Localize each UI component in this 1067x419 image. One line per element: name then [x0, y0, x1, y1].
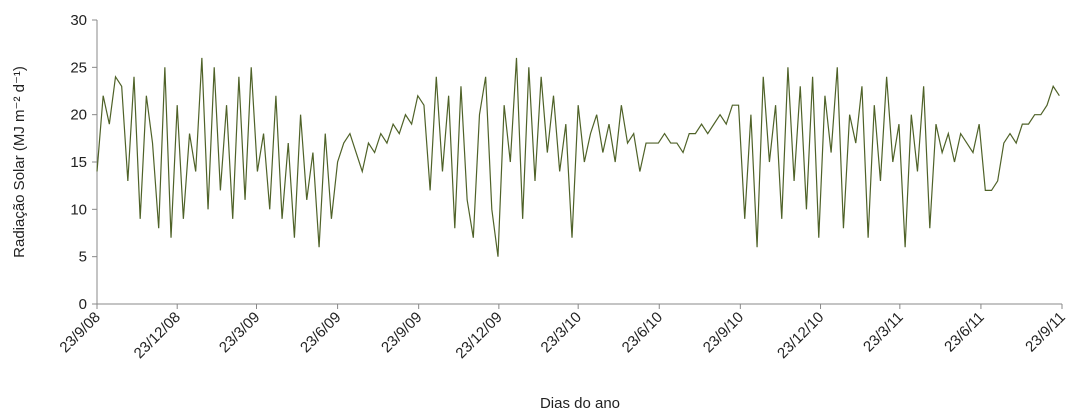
y-tick-label: 20: [70, 107, 87, 124]
y-tick-label: 5: [79, 249, 87, 266]
x-tick-label: 23/12/10: [774, 309, 827, 362]
y-tick-label: 10: [70, 201, 87, 218]
x-axis-title: Dias do ano: [540, 395, 620, 412]
x-tick-label: 23/9/11: [1022, 309, 1067, 356]
x-tick-label: 23/9/08: [56, 309, 103, 356]
x-tick-label: 23/3/10: [538, 309, 585, 356]
x-tick-label: 23/12/09: [452, 309, 505, 362]
data-line: [96, 57, 1060, 257]
x-tick-label: 23/6/09: [297, 309, 344, 356]
x-tick-label: 23/9/09: [378, 309, 425, 356]
y-tick-label: 25: [70, 59, 87, 76]
y-tick-label: 15: [70, 154, 87, 171]
x-tick-label: 23/6/11: [941, 309, 988, 356]
x-tick-label: 23/3/11: [860, 309, 907, 356]
x-tick-label: 23/6/10: [619, 309, 666, 356]
x-tick-label: 23/12/08: [131, 309, 184, 362]
x-tick-label: 23/9/10: [700, 309, 747, 356]
y-axis-title: Radiação Solar (MJ m⁻² d⁻¹): [11, 66, 28, 258]
y-tick-label: 30: [70, 12, 87, 29]
x-tick-label: 23/3/09: [216, 309, 263, 356]
y-tick-label: 0: [79, 296, 87, 313]
